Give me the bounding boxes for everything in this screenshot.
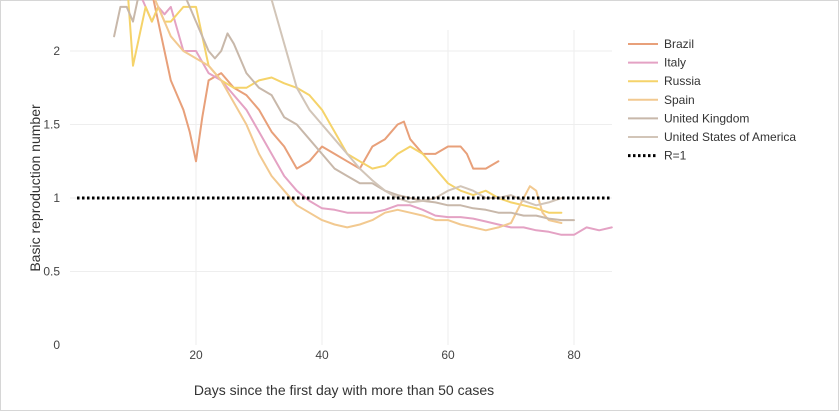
- x-tick-labels: 20 40 60 80: [189, 348, 581, 362]
- series-line-united-kingdom: [113, 0, 575, 222]
- legend-item-spain[interactable]: Spain: [628, 93, 695, 107]
- y-tick-label: 1: [53, 191, 60, 205]
- y-tick-label: 0.5: [43, 265, 60, 279]
- x-tick-label: 80: [567, 348, 581, 362]
- legend-item-russia[interactable]: Russia: [628, 74, 701, 88]
- legend-label: Spain: [664, 93, 695, 107]
- legend-label: R=1: [664, 149, 687, 163]
- x-tick-label: 60: [441, 348, 455, 362]
- x-tick-label: 20: [189, 348, 203, 362]
- grid: [70, 30, 612, 345]
- legend-label: Russia: [664, 74, 701, 88]
- series-line-brazil: [152, 0, 500, 170]
- legend-item-italy[interactable]: Italy: [628, 56, 686, 70]
- legend-label: United Kingdom: [664, 111, 749, 125]
- legend-label: United States of America: [664, 130, 796, 144]
- series-line-united-states-of-america: [119, 0, 563, 207]
- series-line-spain: [154, 0, 563, 232]
- legend-label: Brazil: [664, 37, 694, 51]
- y-tick-labels: 00.511.522.533.54: [43, 44, 60, 352]
- series-layer: [113, 0, 613, 236]
- legend-item-united-states-of-america[interactable]: United States of America: [628, 130, 796, 144]
- legend-item-r-1[interactable]: R=1: [628, 149, 687, 163]
- legend[interactable]: Brazil Italy Russia Spain United Kingdom Unit…: [628, 37, 796, 163]
- y-tick-label: 0: [53, 338, 60, 352]
- series-line-italy: [141, 0, 613, 236]
- y-tick-label: 1.5: [43, 118, 60, 132]
- x-axis-title: Days since the first day with more than …: [194, 382, 494, 398]
- y-tick-label: 2: [53, 44, 60, 58]
- x-tick-label: 40: [315, 348, 329, 362]
- legend-item-brazil[interactable]: Brazil: [628, 37, 694, 51]
- legend-item-united-kingdom[interactable]: United Kingdom: [628, 111, 749, 125]
- y-axis-title: Basic reproduction number: [27, 104, 43, 272]
- legend-label: Italy: [664, 56, 686, 70]
